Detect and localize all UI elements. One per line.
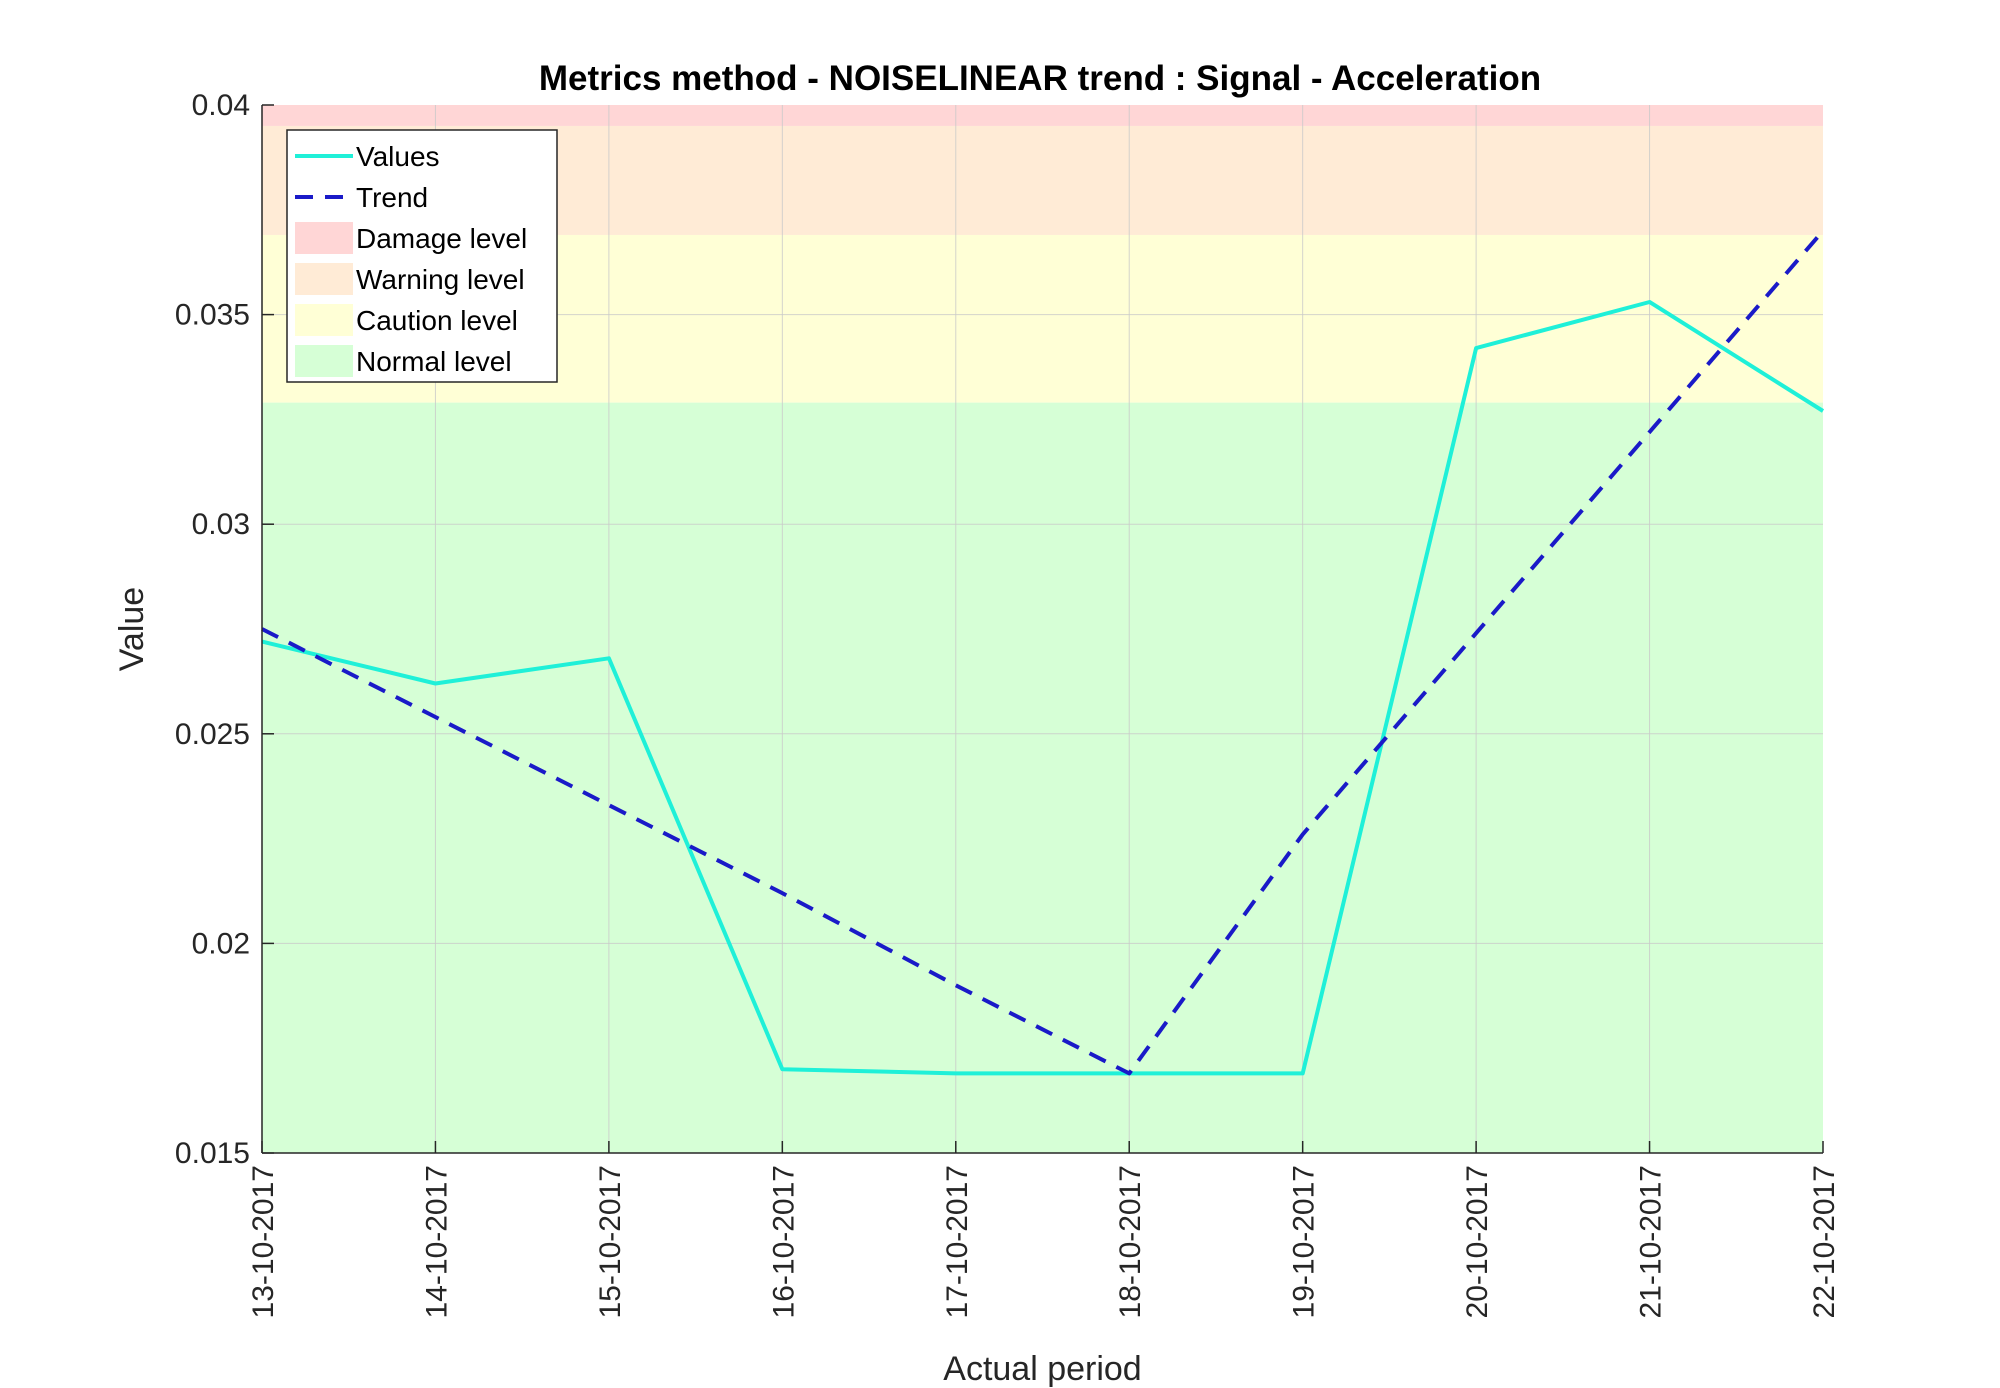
band-normal-level — [262, 402, 1823, 1154]
y-axis-label: Value — [113, 587, 151, 671]
x-tick-label: 17-10-2017 — [941, 1165, 974, 1318]
y-axis-ticks: 0.015 0.02 0.025 0.03 0.035 0.04 — [175, 89, 274, 1170]
x-tick-label: 22-10-2017 — [1808, 1165, 1841, 1318]
legend: Values Trend Damage level Warning level Caut… — [286, 129, 558, 383]
legend-swatch-caution-level — [295, 304, 353, 336]
x-tick-label: 18-10-2017 — [1114, 1165, 1147, 1318]
y-tick-label: 0.04 — [192, 89, 250, 122]
x-tick-label: 15-10-2017 — [594, 1165, 627, 1318]
x-axis-label: Actual period — [943, 1350, 1141, 1388]
y-tick-label: 0.035 — [175, 299, 250, 332]
legend-label: Trend — [356, 182, 428, 213]
y-tick-label: 0.015 — [175, 1137, 250, 1170]
legend-label: Warning level — [356, 264, 525, 295]
x-tick-label: 14-10-2017 — [420, 1165, 453, 1318]
y-tick-label: 0.02 — [192, 927, 250, 960]
x-tick-label: 19-10-2017 — [1288, 1165, 1321, 1318]
x-tick-label: 16-10-2017 — [767, 1165, 800, 1318]
legend-label: Caution level — [356, 305, 518, 336]
chart-title: Metrics method - NOISELINEAR trend : Sig… — [539, 59, 1541, 98]
series-line-trend — [261, 229, 1825, 1076]
x-tick-label: 21-10-2017 — [1635, 1165, 1668, 1318]
band-damage-level — [262, 105, 1823, 126]
legend-box — [286, 129, 558, 383]
x-tick-label: 20-10-2017 — [1461, 1165, 1494, 1318]
legend-label: Normal level — [356, 346, 512, 377]
x-axis-ticks: 13-10-2017 14-10-2017 15-10-2017 16-10-2017… — [247, 1141, 1841, 1318]
series-layer — [261, 229, 1825, 1076]
legend-label: Damage level — [356, 223, 527, 254]
y-tick-label: 0.03 — [192, 508, 250, 541]
axes — [261, 105, 1823, 1154]
y-tick-label: 0.025 — [175, 718, 250, 751]
legend-swatch-damage-level — [295, 222, 353, 254]
legend-swatch-normal-level — [295, 345, 353, 377]
series-line-values — [261, 300, 1825, 1076]
legend-swatch-warning-level — [295, 263, 353, 295]
legend-label: Values — [356, 141, 440, 172]
x-tick-label: 13-10-2017 — [247, 1165, 280, 1318]
